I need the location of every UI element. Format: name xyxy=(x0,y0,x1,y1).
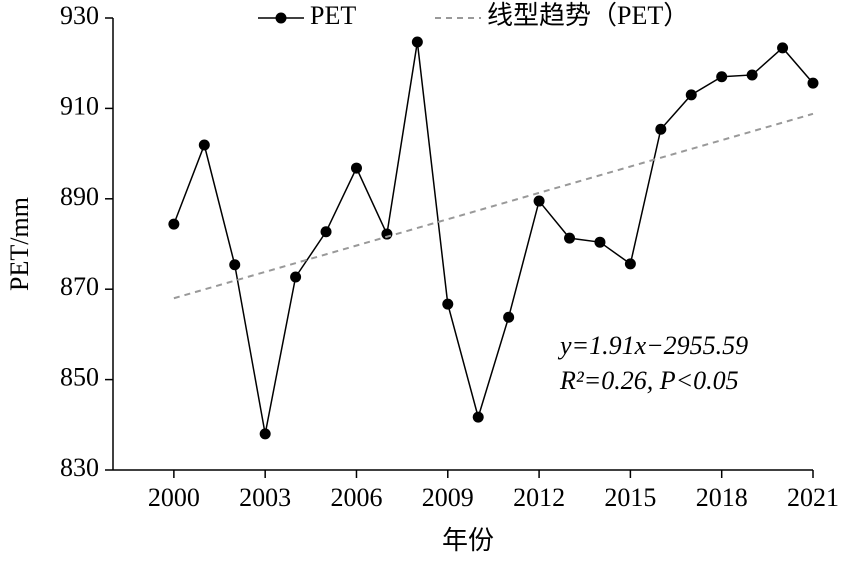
annotation: y=1.91x−2955.59 xyxy=(557,331,748,360)
data-point xyxy=(807,77,819,89)
x-tick-label: 2018 xyxy=(696,483,748,512)
data-point xyxy=(503,311,515,323)
data-point xyxy=(229,259,241,271)
y-tick-label: 830 xyxy=(60,453,99,482)
legend-marker xyxy=(275,12,287,24)
data-point xyxy=(411,36,423,48)
legend-label: PET xyxy=(310,1,356,30)
data-point xyxy=(259,428,271,440)
data-line xyxy=(173,41,814,434)
x-tick-label: 2021 xyxy=(787,483,839,512)
data-point xyxy=(685,89,697,101)
data-point xyxy=(777,42,789,54)
x-tick-label: 2012 xyxy=(513,483,565,512)
x-axis-label: 年份 xyxy=(442,526,494,555)
x-tick-label: 2015 xyxy=(604,483,656,512)
data-point xyxy=(564,232,576,244)
data-point xyxy=(290,271,302,283)
data-point xyxy=(716,71,728,83)
data-point xyxy=(624,258,636,270)
legend-label: 线型趋势（PET） xyxy=(487,1,689,30)
data-point xyxy=(533,195,545,207)
y-tick-label: 850 xyxy=(60,363,99,392)
x-tick-label: 2003 xyxy=(239,483,291,512)
x-tick-label: 2000 xyxy=(148,483,200,512)
data-point xyxy=(655,123,667,135)
data-point xyxy=(350,162,362,174)
data-point xyxy=(198,139,210,151)
y-tick-label: 930 xyxy=(60,1,99,30)
y-axis-label: PET/mm xyxy=(5,197,34,291)
data-point xyxy=(472,411,484,423)
data-point xyxy=(442,298,454,310)
data-point xyxy=(594,236,606,248)
y-tick-label: 910 xyxy=(60,91,99,120)
trend-line xyxy=(173,112,814,300)
data-point xyxy=(746,69,758,81)
y-tick-label: 890 xyxy=(60,182,99,211)
data-point xyxy=(168,218,180,230)
y-tick-label: 870 xyxy=(60,272,99,301)
annotation: R²=0.26, P<0.05 xyxy=(559,366,739,395)
data-point xyxy=(381,228,393,240)
x-tick-label: 2009 xyxy=(422,483,474,512)
data-point xyxy=(320,226,332,238)
x-tick-label: 2006 xyxy=(330,483,382,512)
